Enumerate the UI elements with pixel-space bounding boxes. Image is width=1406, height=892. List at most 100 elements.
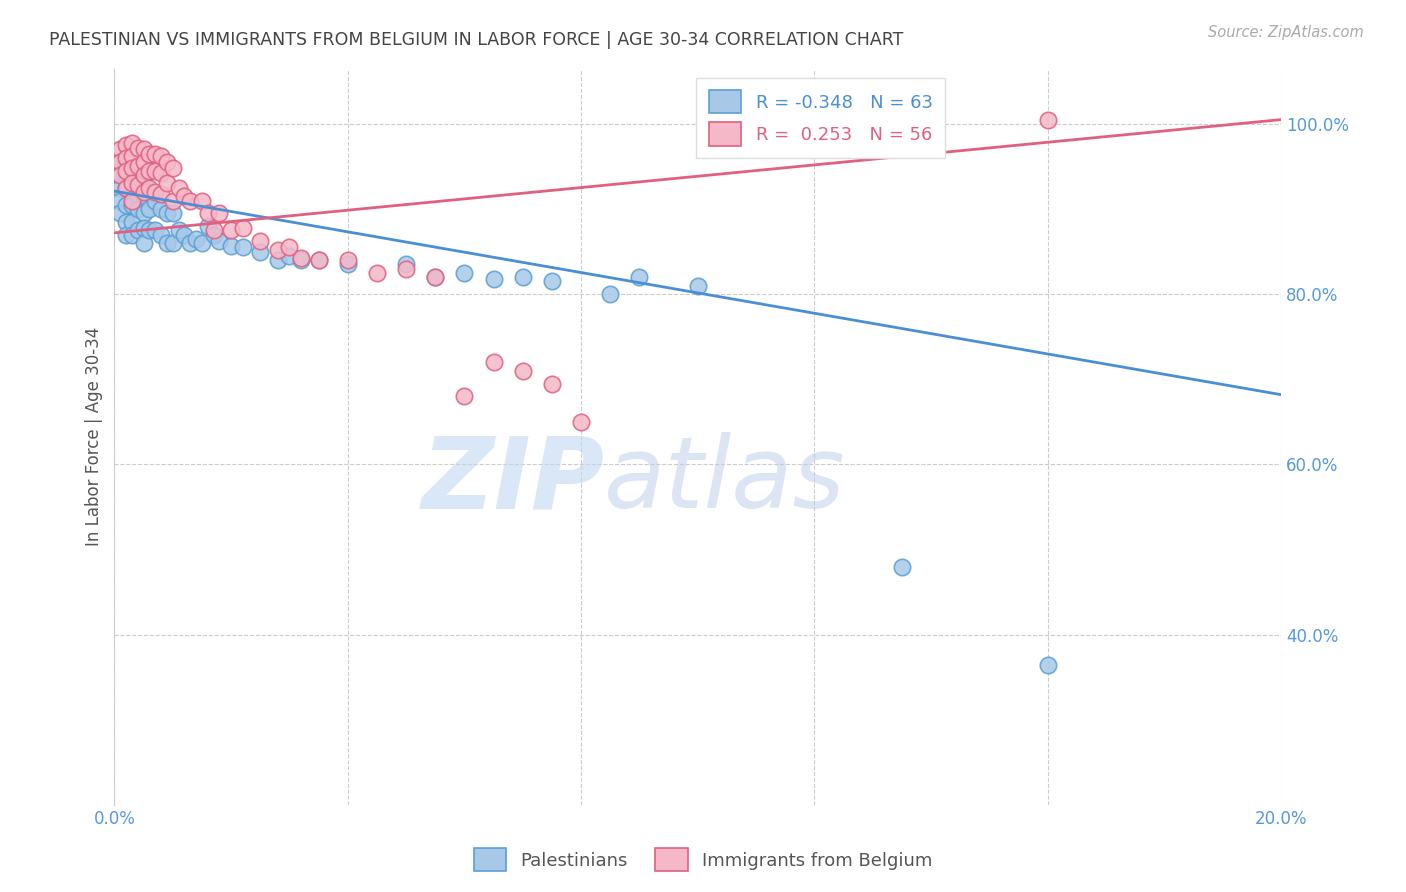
Point bbox=[127, 223, 149, 237]
Point bbox=[132, 189, 155, 203]
Point bbox=[173, 227, 195, 242]
Point bbox=[132, 177, 155, 191]
Point bbox=[121, 136, 143, 150]
Point bbox=[138, 185, 160, 199]
Point bbox=[127, 160, 149, 174]
Point bbox=[156, 177, 179, 191]
Point bbox=[127, 202, 149, 216]
Point bbox=[1036, 112, 1059, 127]
Point bbox=[110, 168, 132, 182]
Point bbox=[121, 149, 143, 163]
Point bbox=[219, 239, 242, 253]
Point bbox=[115, 151, 138, 165]
Point bbox=[267, 243, 290, 257]
Point bbox=[138, 223, 160, 237]
Point bbox=[132, 155, 155, 169]
Point bbox=[425, 270, 447, 285]
Point bbox=[132, 185, 155, 199]
Point bbox=[143, 163, 166, 178]
Point bbox=[197, 219, 219, 233]
Point bbox=[167, 180, 190, 194]
Point bbox=[138, 146, 160, 161]
Point bbox=[202, 223, 225, 237]
Point bbox=[127, 178, 149, 193]
Point bbox=[121, 227, 143, 242]
Legend: Palestinians, Immigrants from Belgium: Palestinians, Immigrants from Belgium bbox=[467, 841, 939, 879]
Point bbox=[121, 194, 143, 208]
Point bbox=[628, 270, 651, 285]
Point bbox=[219, 223, 242, 237]
Point bbox=[127, 141, 149, 155]
Point bbox=[366, 266, 388, 280]
Point bbox=[308, 253, 330, 268]
Point bbox=[162, 161, 184, 176]
Point bbox=[173, 189, 195, 203]
Point bbox=[150, 186, 173, 201]
Point bbox=[179, 194, 201, 208]
Text: ZIP: ZIP bbox=[422, 433, 605, 530]
Point bbox=[150, 166, 173, 180]
Point bbox=[132, 206, 155, 220]
Point bbox=[482, 355, 505, 369]
Point bbox=[197, 206, 219, 220]
Point bbox=[156, 155, 179, 169]
Point bbox=[202, 227, 225, 242]
Point bbox=[121, 185, 143, 199]
Point bbox=[162, 206, 184, 220]
Point bbox=[890, 559, 912, 574]
Point bbox=[132, 168, 155, 182]
Point bbox=[110, 168, 132, 182]
Point bbox=[110, 155, 132, 169]
Point bbox=[425, 270, 447, 285]
Point bbox=[138, 180, 160, 194]
Text: atlas: atlas bbox=[605, 433, 846, 530]
Text: PALESTINIAN VS IMMIGRANTS FROM BELGIUM IN LABOR FORCE | AGE 30-34 CORRELATION CH: PALESTINIAN VS IMMIGRANTS FROM BELGIUM I… bbox=[49, 31, 904, 49]
Point bbox=[686, 278, 709, 293]
Point bbox=[395, 257, 418, 271]
Point bbox=[143, 146, 166, 161]
Point bbox=[143, 223, 166, 237]
Point bbox=[110, 143, 132, 157]
Point bbox=[132, 236, 155, 251]
Point bbox=[121, 215, 143, 229]
Point bbox=[115, 138, 138, 153]
Point bbox=[1036, 657, 1059, 672]
Point bbox=[162, 194, 184, 208]
Point bbox=[115, 168, 138, 182]
Point bbox=[453, 266, 475, 280]
Point bbox=[138, 163, 160, 178]
Point bbox=[336, 253, 359, 268]
Point bbox=[121, 161, 143, 176]
Point bbox=[179, 236, 201, 251]
Point bbox=[541, 376, 564, 391]
Point bbox=[569, 415, 592, 429]
Point bbox=[278, 240, 301, 254]
Point bbox=[267, 253, 290, 268]
Point bbox=[121, 168, 143, 182]
Point bbox=[132, 220, 155, 235]
Point bbox=[110, 180, 132, 194]
Point bbox=[115, 198, 138, 212]
Point bbox=[156, 206, 179, 220]
Point bbox=[512, 364, 534, 378]
Point bbox=[150, 227, 173, 242]
Point bbox=[184, 232, 207, 246]
Legend: R = -0.348   N = 63, R =  0.253   N = 56: R = -0.348 N = 63, R = 0.253 N = 56 bbox=[696, 78, 945, 158]
Point bbox=[278, 249, 301, 263]
Point bbox=[150, 149, 173, 163]
Point bbox=[336, 257, 359, 271]
Point bbox=[290, 252, 312, 266]
Point bbox=[482, 272, 505, 286]
Point bbox=[191, 194, 214, 208]
Point bbox=[167, 223, 190, 237]
Y-axis label: In Labor Force | Age 30-34: In Labor Force | Age 30-34 bbox=[86, 327, 103, 547]
Point bbox=[191, 236, 214, 251]
Point bbox=[115, 227, 138, 242]
Point bbox=[541, 274, 564, 288]
Point bbox=[127, 172, 149, 186]
Point bbox=[290, 253, 312, 268]
Point bbox=[395, 261, 418, 276]
Point bbox=[232, 240, 254, 254]
Point bbox=[110, 194, 132, 208]
Point bbox=[208, 235, 231, 249]
